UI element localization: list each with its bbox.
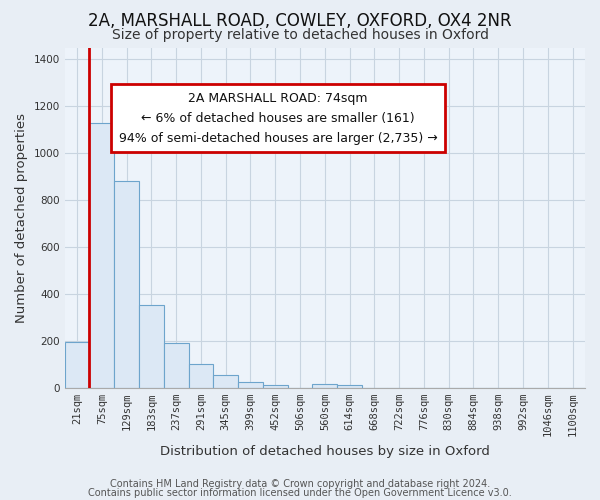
Bar: [238, 382, 263, 388]
Bar: [337, 385, 362, 388]
Bar: [89, 122, 114, 388]
Bar: [114, 181, 139, 388]
Text: Contains public sector information licensed under the Open Government Licence v3: Contains public sector information licen…: [88, 488, 512, 498]
Text: Contains HM Land Registry data © Crown copyright and database right 2024.: Contains HM Land Registry data © Crown c…: [110, 479, 490, 489]
Text: 2A MARSHALL ROAD: 74sqm
← 6% of detached houses are smaller (161)
94% of semi-de: 2A MARSHALL ROAD: 74sqm ← 6% of detached…: [119, 92, 437, 144]
Bar: [65, 342, 89, 388]
Bar: [214, 374, 238, 388]
Text: 2A, MARSHALL ROAD, COWLEY, OXFORD, OX4 2NR: 2A, MARSHALL ROAD, COWLEY, OXFORD, OX4 2…: [88, 12, 512, 30]
Bar: [164, 343, 188, 388]
Bar: [263, 384, 287, 388]
Y-axis label: Number of detached properties: Number of detached properties: [15, 112, 28, 322]
Bar: [139, 306, 164, 388]
X-axis label: Distribution of detached houses by size in Oxford: Distribution of detached houses by size …: [160, 444, 490, 458]
Text: Size of property relative to detached houses in Oxford: Size of property relative to detached ho…: [112, 28, 488, 42]
Bar: [313, 384, 337, 388]
Bar: [188, 364, 214, 388]
